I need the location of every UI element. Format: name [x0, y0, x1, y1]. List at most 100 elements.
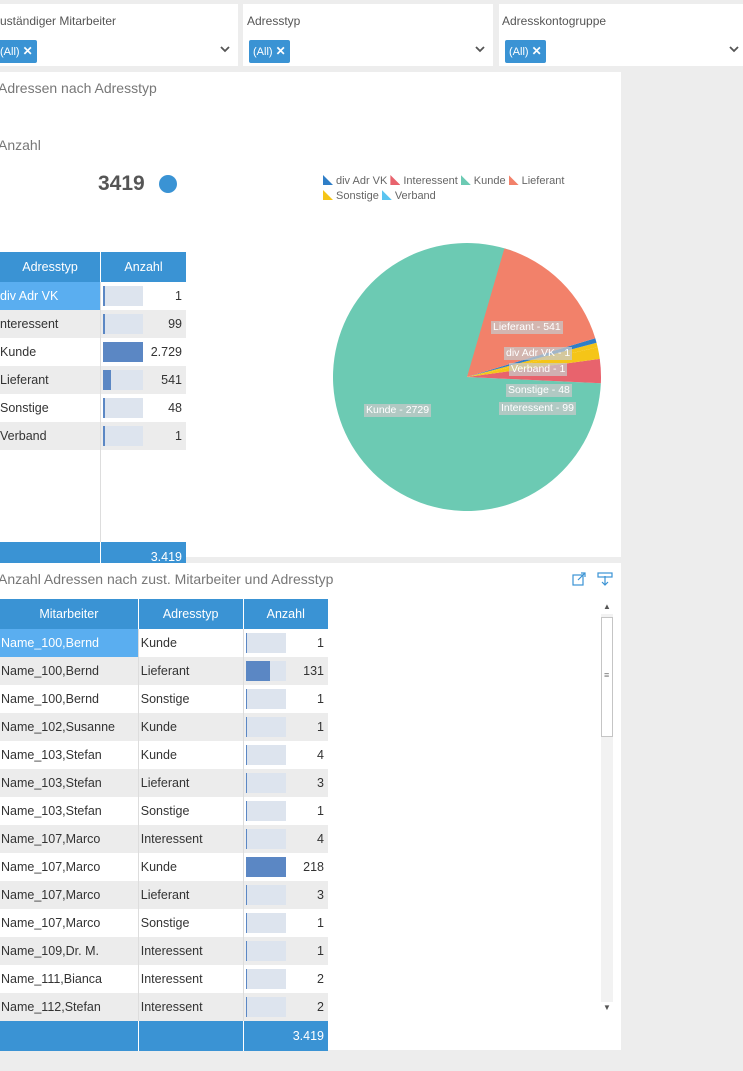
table-row[interactable]: Name_111,Bianca Interessent 2 [0, 965, 328, 993]
adresstyp-cell[interactable]: Sonstige [138, 797, 244, 825]
filter-chip[interactable]: (All) ✕ [249, 40, 290, 63]
anzahl-cell[interactable]: 99 [100, 310, 186, 338]
adresstyp-cell[interactable]: Interessent [138, 825, 244, 853]
pie-slice-lieferant[interactable] [467, 248, 596, 377]
legend-item[interactable]: Verband [381, 189, 436, 204]
mitarbeiter-cell[interactable]: Name_103,Stefan [0, 769, 139, 797]
table-row[interactable]: Name_103,Stefan Lieferant 3 [0, 769, 328, 797]
table-row[interactable]: Sonstige 48 [0, 394, 186, 422]
anzahl-cell[interactable]: 48 [100, 394, 186, 422]
table-row[interactable]: Kunde 2.729 [0, 338, 186, 366]
adresstyp-cell[interactable]: Lieferant [138, 657, 244, 685]
anzahl-cell[interactable]: 131 [243, 657, 328, 685]
table-row[interactable]: Name_107,Marco Sonstige 1 [0, 909, 328, 937]
adresstyp-cell[interactable]: Kunde [138, 741, 244, 769]
table-row[interactable]: Name_102,Susanne Kunde 1 [0, 713, 328, 741]
scroll-down-icon[interactable]: ▼ [603, 1003, 611, 1012]
table-row[interactable]: div Adr VK 1 [0, 282, 186, 310]
close-icon[interactable]: ✕ [531, 44, 542, 58]
mitarbeiter-cell[interactable]: Name_112,Stefan [0, 993, 139, 1021]
adresstyp-cell[interactable]: Interessent [138, 965, 244, 993]
mitarbeiter-cell[interactable]: Name_107,Marco [0, 909, 139, 937]
table-row[interactable]: nteressent 99 [0, 310, 186, 338]
anzahl-cell[interactable]: 2 [243, 965, 328, 993]
table-row[interactable]: Name_103,Stefan Sonstige 1 [0, 797, 328, 825]
anzahl-cell[interactable]: 2 [243, 993, 328, 1021]
mitarbeiter-cell[interactable]: Name_109,Dr. M. [0, 937, 139, 965]
legend-item[interactable]: Interessent [390, 174, 458, 189]
adresstyp-cell[interactable]: Kunde [138, 713, 244, 741]
close-icon[interactable]: ✕ [22, 44, 33, 58]
mitarbeiter-cell[interactable]: Name_103,Stefan [0, 797, 139, 825]
anzahl-cell[interactable]: 4 [243, 741, 328, 769]
adresstyp-cell[interactable]: Sonstige [0, 394, 102, 422]
vertical-scrollbar[interactable]: ▲ ≡ ▼ [600, 600, 615, 1016]
close-icon[interactable]: ✕ [275, 44, 286, 58]
chevron-down-icon[interactable] [473, 42, 487, 56]
mitarbeiter-cell[interactable]: Name_100,Bernd [0, 685, 139, 713]
mitarbeiter-cell[interactable]: Name_102,Susanne [0, 713, 139, 741]
anzahl-cell[interactable]: 1 [243, 713, 328, 741]
scroll-up-icon[interactable]: ▲ [603, 602, 611, 611]
filter-chip[interactable]: (All) ✕ [505, 40, 546, 63]
adresstyp-cell[interactable]: Sonstige [138, 909, 244, 937]
adresstyp-cell[interactable]: nteressent [0, 310, 102, 338]
table-row[interactable]: Name_100,Bernd Sonstige 1 [0, 685, 328, 713]
anzahl-cell[interactable]: 1 [100, 282, 186, 310]
legend-item[interactable]: Lieferant [508, 174, 564, 189]
table-row[interactable]: Name_100,Bernd Kunde 1 [0, 629, 328, 657]
table-row[interactable]: Name_107,Marco Lieferant 3 [0, 881, 328, 909]
anzahl-cell[interactable]: 1 [100, 422, 186, 450]
export-icon[interactable] [597, 572, 613, 586]
chevron-down-icon[interactable] [727, 42, 741, 56]
mitarbeiter-cell[interactable]: Name_100,Bernd [0, 629, 139, 657]
mitarbeiter-cell[interactable]: Name_100,Bernd [0, 657, 139, 685]
expand-icon[interactable] [572, 572, 586, 586]
column-header[interactable]: Adresstyp [0, 252, 102, 282]
table-row[interactable]: Name_100,Bernd Lieferant 131 [0, 657, 328, 685]
pie-slice-kunde[interactable] [333, 243, 601, 511]
legend-item[interactable]: Sonstige [323, 189, 379, 204]
anzahl-cell[interactable]: 2.729 [100, 338, 186, 366]
mitarbeiter-cell[interactable]: Name_103,Stefan [0, 741, 139, 769]
column-header[interactable]: Mitarbeiter [0, 599, 139, 629]
adresstyp-cell[interactable]: Kunde [138, 629, 244, 657]
table-row[interactable]: Verband 1 [0, 422, 186, 450]
adresstyp-cell[interactable]: Verband [0, 422, 102, 450]
column-header[interactable]: Adresstyp [138, 599, 244, 629]
adresstyp-cell[interactable]: Interessent [138, 993, 244, 1021]
table-row[interactable]: Name_103,Stefan Kunde 4 [0, 741, 328, 769]
mitarbeiter-cell[interactable]: Name_107,Marco [0, 825, 139, 853]
anzahl-cell[interactable]: 3 [243, 881, 328, 909]
anzahl-cell[interactable]: 1 [243, 937, 328, 965]
column-header[interactable]: Anzahl [100, 252, 186, 282]
table-row[interactable]: Name_107,Marco Interessent 4 [0, 825, 328, 853]
anzahl-cell[interactable]: 4 [243, 825, 328, 853]
adresstyp-cell[interactable]: Lieferant [138, 769, 244, 797]
chevron-down-icon[interactable] [218, 42, 232, 56]
anzahl-cell[interactable]: 3 [243, 769, 328, 797]
column-header[interactable]: Anzahl [243, 599, 328, 629]
scroll-thumb[interactable]: ≡ [601, 617, 613, 737]
anzahl-cell[interactable]: 541 [100, 366, 186, 394]
anzahl-cell[interactable]: 1 [243, 629, 328, 657]
adresstyp-cell[interactable]: div Adr VK [0, 282, 102, 310]
adresstyp-cell[interactable]: Kunde [0, 338, 102, 366]
filter-chip[interactable]: (All) ✕ [0, 40, 37, 63]
table-row[interactable]: Lieferant 541 [0, 366, 186, 394]
anzahl-cell[interactable]: 1 [243, 909, 328, 937]
adresstyp-cell[interactable]: Lieferant [138, 881, 244, 909]
adresstyp-cell[interactable]: Sonstige [138, 685, 244, 713]
anzahl-cell[interactable]: 218 [243, 853, 328, 881]
legend-item[interactable]: div Adr VK [323, 174, 387, 189]
mitarbeiter-cell[interactable]: Name_107,Marco [0, 853, 139, 881]
legend-item[interactable]: Kunde [460, 174, 506, 189]
table-row[interactable]: Name_109,Dr. M. Interessent 1 [0, 937, 328, 965]
table-row[interactable]: Name_112,Stefan Interessent 2 [0, 993, 328, 1021]
adresstyp-cell[interactable]: Kunde [138, 853, 244, 881]
mitarbeiter-cell[interactable]: Name_111,Bianca [0, 965, 139, 993]
mitarbeiter-cell[interactable]: Name_107,Marco [0, 881, 139, 909]
adresstyp-cell[interactable]: Interessent [138, 937, 244, 965]
anzahl-cell[interactable]: 1 [243, 797, 328, 825]
table-row[interactable]: Name_107,Marco Kunde 218 [0, 853, 328, 881]
